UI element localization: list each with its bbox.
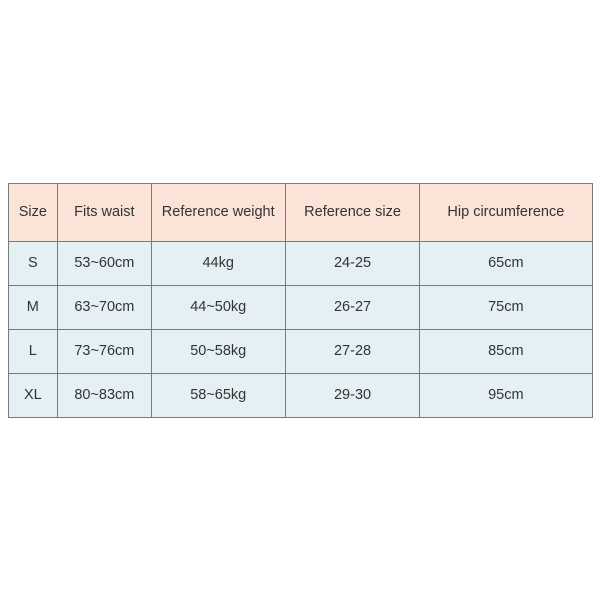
cell-weight: 44~50kg (151, 285, 285, 329)
cell-ref: 26-27 (285, 285, 419, 329)
table-row: M 63~70cm 44~50kg 26-27 75cm (8, 285, 592, 329)
cell-hip: 85cm (420, 329, 592, 373)
col-header-size: Size (8, 183, 58, 241)
cell-size: S (8, 241, 58, 285)
size-chart: Size Fits waist Reference weight Referen… (8, 183, 593, 418)
cell-weight: 58~65kg (151, 373, 285, 417)
col-header-hip: Hip circumference (420, 183, 592, 241)
cell-ref: 27-28 (285, 329, 419, 373)
cell-size: M (8, 285, 58, 329)
table-row: S 53~60cm 44kg 24-25 65cm (8, 241, 592, 285)
cell-waist: 53~60cm (58, 241, 151, 285)
cell-hip: 65cm (420, 241, 592, 285)
cell-size: XL (8, 373, 58, 417)
cell-waist: 80~83cm (58, 373, 151, 417)
cell-weight: 44kg (151, 241, 285, 285)
col-header-waist: Fits waist (58, 183, 151, 241)
cell-hip: 95cm (420, 373, 592, 417)
cell-weight: 50~58kg (151, 329, 285, 373)
cell-waist: 63~70cm (58, 285, 151, 329)
table-body: S 53~60cm 44kg 24-25 65cm M 63~70cm 44~5… (8, 241, 592, 417)
table-row: L 73~76cm 50~58kg 27-28 85cm (8, 329, 592, 373)
table-row: XL 80~83cm 58~65kg 29-30 95cm (8, 373, 592, 417)
cell-ref: 29-30 (285, 373, 419, 417)
size-table: Size Fits waist Reference weight Referen… (8, 183, 593, 418)
cell-waist: 73~76cm (58, 329, 151, 373)
col-header-weight: Reference weight (151, 183, 285, 241)
cell-ref: 24-25 (285, 241, 419, 285)
cell-size: L (8, 329, 58, 373)
table-header: Size Fits waist Reference weight Referen… (8, 183, 592, 241)
cell-hip: 75cm (420, 285, 592, 329)
col-header-ref: Reference size (285, 183, 419, 241)
